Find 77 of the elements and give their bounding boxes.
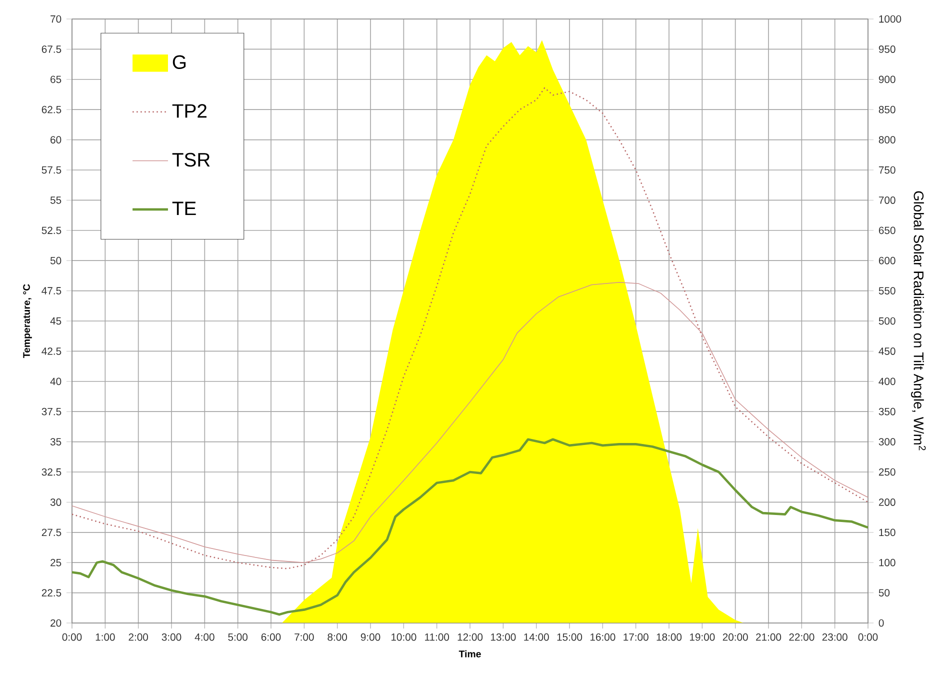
y-tick-label: 30 bbox=[50, 498, 62, 506]
y-tick-label: 27.5 bbox=[42, 528, 62, 536]
y-tick-label: 67.5 bbox=[42, 46, 62, 53]
y-tick-label: 47.5 bbox=[42, 287, 62, 294]
y2-tick-label: 350 bbox=[878, 408, 896, 416]
x-tick-label: 10:00 bbox=[391, 633, 416, 641]
y-tick-label: 22.5 bbox=[42, 589, 62, 596]
y2-tick-label: 900 bbox=[878, 76, 896, 84]
y-tick-label: 57.5 bbox=[42, 166, 62, 174]
line-series bbox=[72, 87, 868, 570]
legend-label: TE bbox=[172, 202, 196, 216]
y-tick-label: 52.5 bbox=[42, 226, 62, 234]
x-tick-label: 18:00 bbox=[656, 633, 682, 641]
y2-tick-label: 500 bbox=[878, 317, 896, 325]
y-tick-label: 40 bbox=[50, 378, 62, 386]
x-tick-label: 4:00 bbox=[194, 633, 214, 641]
y-axis-title: Temperature, °C bbox=[23, 284, 32, 358]
y-tick-label: 62.5 bbox=[42, 106, 62, 114]
x-tick-label: 0:00 bbox=[62, 633, 82, 641]
y2-tick-label: 550 bbox=[878, 287, 896, 294]
x-axis-title: Time bbox=[458, 650, 481, 658]
x-tick-label: 6:00 bbox=[261, 633, 281, 641]
y-tick-label: 45 bbox=[50, 317, 62, 325]
y-tick-label: 37.5 bbox=[42, 408, 62, 416]
y2-tick-label: 300 bbox=[878, 438, 896, 446]
x-tick-label: 7:00 bbox=[294, 633, 314, 641]
line-series bbox=[72, 438, 868, 616]
y2-tick-label: 1000 bbox=[879, 15, 902, 23]
x-tick-label: 16:00 bbox=[590, 633, 616, 641]
x-tick-label: 11:00 bbox=[425, 633, 450, 641]
y-tick-label: 50 bbox=[50, 256, 62, 264]
y2-tick-label: 250 bbox=[878, 468, 896, 476]
y-tick-label: 70 bbox=[50, 15, 62, 23]
y-tick-label: 20 bbox=[50, 619, 62, 627]
x-tick-label: 12:00 bbox=[458, 633, 483, 641]
y2-tick-label: 750 bbox=[878, 166, 896, 174]
y-tick-label: 35 bbox=[50, 438, 62, 446]
y-tick-label: 32.5 bbox=[42, 468, 62, 476]
x-tick-label: 23:00 bbox=[822, 633, 848, 641]
y2-tick-label: 450 bbox=[878, 348, 896, 355]
legend-label: TSR bbox=[172, 152, 210, 167]
y2-tick-label: 800 bbox=[878, 136, 896, 144]
x-tick-label: 5:00 bbox=[228, 633, 248, 641]
line-series bbox=[72, 282, 868, 563]
x-tick-label: 19:00 bbox=[690, 633, 715, 641]
x-tick-label: 3:00 bbox=[162, 633, 182, 641]
y2-tick-label: 400 bbox=[878, 378, 896, 386]
x-tick-label: 2:00 bbox=[128, 633, 148, 641]
x-tick-label: 21:00 bbox=[756, 633, 782, 641]
x-tick-label: 13:00 bbox=[490, 633, 516, 641]
x-tick-label: 9:00 bbox=[360, 633, 380, 641]
x-tick-label: 17:00 bbox=[624, 633, 648, 641]
x-tick-label: 15:00 bbox=[557, 633, 582, 641]
legend-label: G bbox=[172, 55, 186, 70]
y-tick-label: 55 bbox=[50, 196, 62, 204]
x-tick-label: 20:00 bbox=[722, 633, 748, 641]
legend-label: TP2 bbox=[172, 104, 206, 118]
y2-tick-label: 950 bbox=[878, 46, 896, 53]
x-tick-label: 22:00 bbox=[789, 633, 814, 641]
y2-axis-title: Global Solar Radiation on Tilt Angle, W/m$^{2}$ bbox=[911, 191, 926, 450]
y2-tick-label: 200 bbox=[878, 498, 896, 506]
y2-tick-label: 100 bbox=[879, 558, 896, 566]
y2-tick-label: 700 bbox=[878, 196, 896, 204]
x-tick-label: 14:00 bbox=[524, 633, 549, 641]
y-tick-label: 65 bbox=[50, 76, 62, 84]
x-tick-label: 0:00 bbox=[858, 633, 878, 641]
y2-tick-label: 850 bbox=[878, 106, 896, 114]
y2-tick-label: 600 bbox=[878, 256, 896, 264]
y2-tick-label: 150 bbox=[879, 528, 896, 536]
x-tick-label: 1:00 bbox=[96, 633, 115, 641]
y-tick-label: 42.5 bbox=[42, 348, 62, 355]
y2-tick-label: 650 bbox=[878, 226, 896, 234]
x-tick-label: 8:00 bbox=[328, 633, 348, 641]
y-tick-label: 60 bbox=[50, 136, 62, 144]
y2-tick-label: 0 bbox=[878, 619, 884, 627]
y2-tick-label: 50 bbox=[878, 589, 890, 596]
y-tick-label: 25 bbox=[50, 558, 62, 566]
